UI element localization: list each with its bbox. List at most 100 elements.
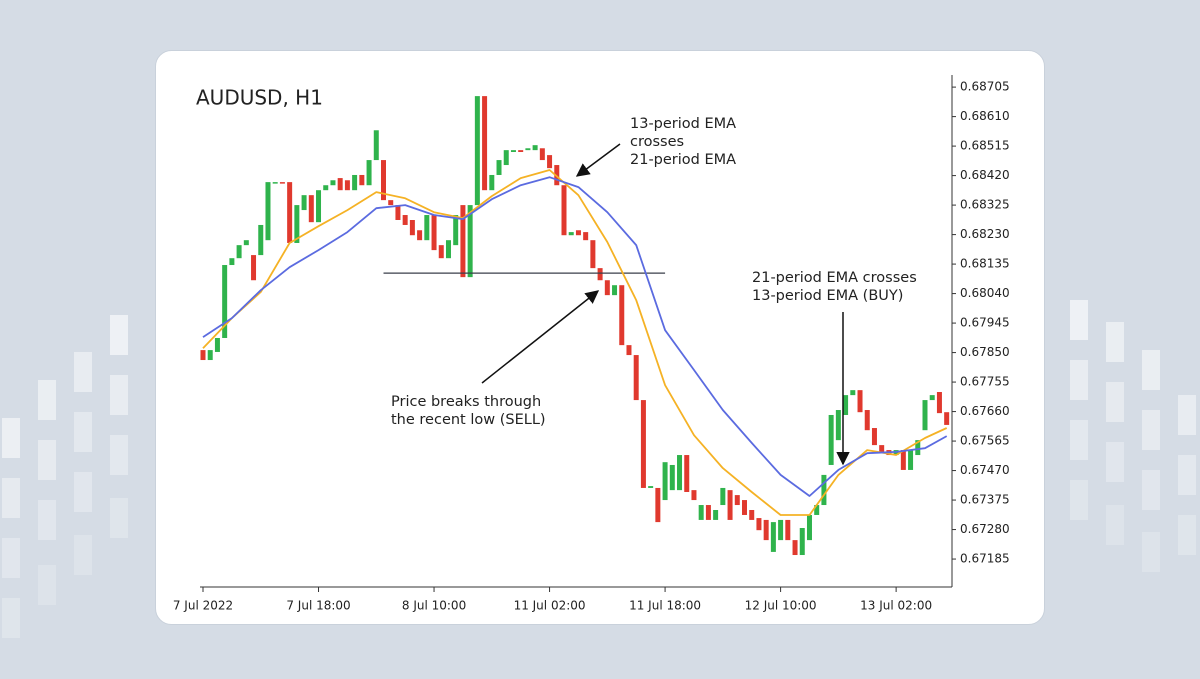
background-decoration xyxy=(2,300,1196,638)
arrow xyxy=(575,143,621,177)
candle xyxy=(344,180,350,191)
candle xyxy=(864,410,870,431)
candle xyxy=(756,518,762,531)
candle xyxy=(655,487,661,523)
candle xyxy=(395,205,401,220)
candle xyxy=(279,182,285,184)
x-tick-label: 11 Jul 18:00 xyxy=(629,599,701,613)
x-tick-label: 12 Jul 10:00 xyxy=(745,599,817,613)
candle xyxy=(547,155,553,169)
candle xyxy=(539,148,545,161)
candle xyxy=(713,509,719,520)
candle xyxy=(727,490,733,520)
candle xyxy=(915,440,921,456)
chart-title: AUDUSD, H1 xyxy=(196,86,323,110)
candle xyxy=(806,514,812,541)
candle xyxy=(770,522,776,552)
candle xyxy=(944,412,950,425)
candle xyxy=(799,528,805,556)
arrow xyxy=(481,290,600,384)
x-tick-label: 11 Jul 02:00 xyxy=(514,599,586,613)
candle xyxy=(510,150,516,153)
plot-area xyxy=(200,96,950,556)
annotation: 21-period EMA xyxy=(630,152,736,168)
candle xyxy=(814,505,820,515)
candle xyxy=(698,505,704,520)
candle xyxy=(453,215,459,246)
candle xyxy=(843,395,849,415)
x-tick-label: 8 Jul 10:00 xyxy=(402,599,466,613)
candle xyxy=(612,285,618,296)
candle xyxy=(222,265,228,338)
candle xyxy=(294,205,300,243)
candle xyxy=(669,464,675,491)
candle xyxy=(330,180,336,186)
candle xyxy=(705,505,711,520)
candle xyxy=(590,240,596,269)
candle xyxy=(243,240,249,246)
y-tick-label: 0.68040 xyxy=(960,286,1010,300)
candle xyxy=(496,160,502,175)
candle xyxy=(373,130,379,161)
candle xyxy=(402,215,408,225)
candle xyxy=(445,240,451,259)
candle xyxy=(677,455,683,491)
candle xyxy=(850,390,856,396)
annotation: 13-period EMA (BUY) xyxy=(752,288,903,304)
candle xyxy=(236,245,242,259)
candle xyxy=(684,455,690,492)
candle xyxy=(316,190,322,223)
x-tick-label: 7 Jul 2022 xyxy=(173,599,233,613)
annotation: Price breaks through xyxy=(391,394,541,410)
annotation-arrows xyxy=(481,143,850,466)
candle xyxy=(778,519,784,541)
y-tick-label: 0.67375 xyxy=(960,493,1010,507)
candle xyxy=(207,350,213,361)
y-tick-label: 0.68230 xyxy=(960,227,1010,241)
candle xyxy=(214,337,220,352)
y-tick-label: 0.67565 xyxy=(960,434,1010,448)
candle xyxy=(474,96,480,206)
candle xyxy=(922,400,928,431)
candle xyxy=(258,224,264,256)
candle xyxy=(301,195,307,211)
candle xyxy=(619,285,625,346)
y-tick-label: 0.67755 xyxy=(960,375,1010,389)
candle xyxy=(821,474,827,506)
y-tick-label: 0.67660 xyxy=(960,404,1010,418)
candle xyxy=(388,200,394,206)
candle xyxy=(720,487,726,506)
candle xyxy=(489,174,495,191)
candle xyxy=(879,445,885,452)
ema-line xyxy=(202,176,948,497)
ema-line xyxy=(202,169,948,516)
candle xyxy=(785,519,791,541)
y-tick-label: 0.68420 xyxy=(960,168,1010,182)
candle xyxy=(200,350,206,361)
candle xyxy=(640,400,646,488)
y-tick-label: 0.68705 xyxy=(960,80,1010,94)
candle xyxy=(742,500,747,515)
candle xyxy=(734,495,740,506)
candle xyxy=(626,345,632,356)
candle xyxy=(691,490,697,501)
y-tick-label: 0.68515 xyxy=(960,139,1010,153)
y-tick-label: 0.67280 xyxy=(960,522,1010,536)
y-tick-label: 0.68135 xyxy=(960,257,1010,271)
candle xyxy=(525,148,531,151)
candle xyxy=(857,390,863,413)
candle xyxy=(929,395,935,401)
candle xyxy=(633,355,639,401)
candle xyxy=(431,215,437,251)
candle xyxy=(900,450,906,470)
candle xyxy=(518,150,524,153)
candle xyxy=(308,195,314,223)
candle xyxy=(287,182,293,243)
annotation: 21-period EMA crosses xyxy=(752,270,917,286)
candle xyxy=(251,255,257,281)
candle xyxy=(835,410,841,441)
candle xyxy=(568,232,574,236)
candle xyxy=(460,205,466,278)
candle xyxy=(359,174,365,186)
